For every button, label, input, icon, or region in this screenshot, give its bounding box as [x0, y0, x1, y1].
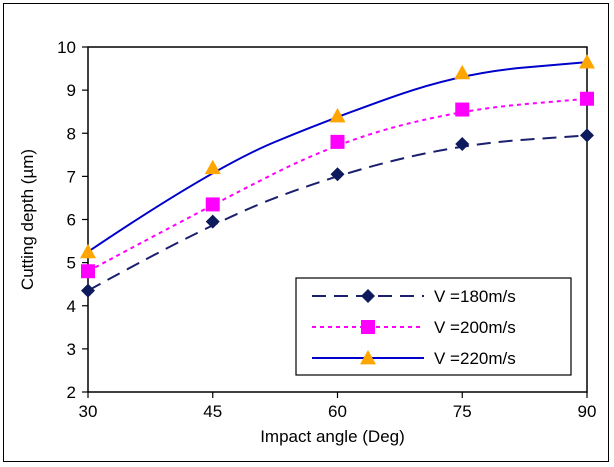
data-point-triangle — [80, 243, 96, 259]
x-tick-label: 90 — [578, 402, 597, 421]
legend-label: V =200m/s — [434, 318, 516, 337]
y-tick-label: 8 — [67, 124, 76, 143]
x-axis-label: Impact angle (Deg) — [260, 427, 405, 446]
series-line — [87, 134, 588, 292]
series-triangle — [80, 54, 595, 259]
data-point-square — [455, 102, 470, 117]
legend-marker-diamond — [361, 289, 375, 303]
legend: V =180m/s V =200m/s V =220m/s — [295, 277, 572, 376]
data-point-diamond — [330, 167, 345, 182]
data-point-diamond — [580, 128, 594, 143]
data-point-triangle — [329, 108, 346, 123]
series-line — [87, 61, 588, 253]
x-tick-label: 60 — [328, 402, 347, 421]
data-point-triangle — [579, 54, 595, 69]
data-point-diamond — [205, 214, 220, 229]
y-tick-label: 7 — [67, 167, 76, 186]
y-tick-label: 10 — [57, 38, 76, 57]
y-tick-label: 2 — [67, 383, 76, 402]
y-tick-label: 5 — [67, 254, 76, 273]
data-point-square — [580, 91, 594, 106]
legend-label: V =180m/s — [434, 287, 516, 306]
legend-label: V =220m/s — [434, 349, 516, 368]
data-point-diamond — [81, 283, 95, 298]
y-axis-label: Cutting depth (µm) — [18, 149, 37, 290]
data-point-square — [330, 134, 345, 149]
legend-marker-square — [361, 320, 375, 334]
series-line — [87, 97, 588, 273]
y-tick-label: 6 — [67, 211, 76, 230]
y-axis-ticks: 2 3 4 5 6 7 8 9 10 — [57, 38, 88, 402]
y-tick-label: 3 — [67, 340, 76, 359]
data-point-diamond — [455, 137, 470, 152]
series-square — [81, 91, 594, 279]
x-tick-label: 75 — [453, 402, 472, 421]
data-point-square — [81, 264, 95, 279]
legend-marker-triangle — [360, 350, 376, 365]
series-diamond — [81, 128, 594, 298]
series-layer — [80, 54, 595, 298]
data-point-triangle — [454, 64, 471, 80]
x-tick-label: 30 — [79, 402, 98, 421]
y-tick-label: 9 — [67, 81, 76, 100]
data-point-square — [205, 197, 220, 212]
y-tick-label: 4 — [67, 297, 76, 316]
chart-frame — [3, 3, 609, 462]
data-point-triangle — [204, 159, 221, 175]
x-axis-ticks: 30 45 60 75 90 — [79, 392, 597, 421]
x-tick-label: 45 — [203, 402, 222, 421]
